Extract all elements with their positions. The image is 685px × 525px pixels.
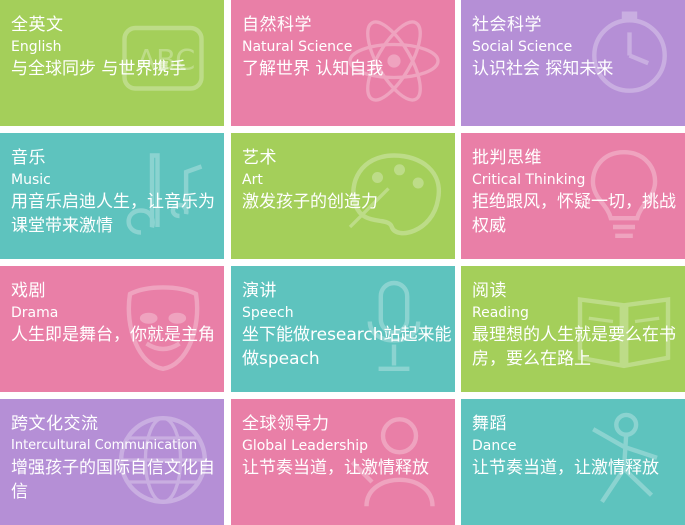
palette-icon [348,153,442,236]
tile-title-en: Music [11,172,51,188]
tile-desc: 了解世界 认知自我 [242,59,384,79]
tile-reading[interactable]: 阅读 Reading 最理想的人生就是要么在书房，要么在路上 [461,266,685,392]
tile-title-cn: 跨文化交流 [11,414,99,434]
tile-title-en: English [11,39,62,55]
tile-title-cn: 自然科学 [242,15,312,35]
tile-title-cn: 舞蹈 [472,414,507,434]
tile-title-en: Speech [242,305,294,321]
tile-title-en: Global Leadership [242,438,369,454]
tile-desc: 用音乐启迪人生，让音乐为课堂带来激情 [11,192,215,236]
tile-title-en: Dance [472,438,517,454]
dancer-icon [592,412,658,504]
tile-title-cn: 全球领导力 [242,414,330,434]
tile-title-cn: 社会科学 [472,15,542,35]
globe-icon [119,416,207,504]
tile-desc: 让节奏当道，让激情释放 [472,458,659,478]
tile-title-cn: 艺术 [242,148,277,168]
tile-title-cn: 戏剧 [11,281,46,301]
lightbulb-icon [590,149,658,238]
tile-desc: 认识社会 探知未来 [472,59,614,79]
book-icon [577,296,671,369]
microphone-icon [367,280,421,371]
tile-title-cn: 演讲 [242,281,277,301]
tile-dance[interactable]: 舞蹈 Dance 让节奏当道，让激情释放 [461,399,685,525]
tile-critical-thinking[interactable]: 批判思维 Critical Thinking 拒绝跟风，怀疑一切，挑战权威 [461,133,685,259]
tile-desc: 人生即是舞台，你就是主角 [11,325,215,345]
tile-drama[interactable]: 戏剧 Drama 人生即是舞台，你就是主角 [0,266,224,392]
tile-title-en: Natural Science [242,39,353,55]
abc-icon: ABC [122,25,204,91]
tile-desc: 增强孩子的国际自信文化自信 [11,458,215,502]
tile-title-cn: 全英文 [11,15,64,35]
tile-desc: 坐下能做research站起来能做speach [242,325,452,369]
tile-social-science[interactable]: 社会科学 Social Science 认识社会 探知未来 [461,0,685,126]
tile-title-cn: 批判思维 [472,148,542,168]
tile-title-cn: 阅读 [472,281,507,301]
svg-text:ABC: ABC [137,43,196,77]
tile-title-en: Intercultural Communication [11,438,198,453]
tile-desc: 最理想的人生就是要么在书房，要么在路上 [472,325,676,369]
tile-title-en: Drama [11,305,59,321]
leader-icon [350,417,435,507]
music-note-icon [126,153,203,235]
clock-icon [592,11,667,93]
tile-art[interactable]: 艺术 Art 激发孩子的创造力 [231,133,455,259]
tile-desc: 让节奏当道，让激情释放 [242,458,429,478]
tile-title-en: Reading [472,305,529,321]
tile-title-en: Critical Thinking [472,172,586,188]
tile-title-cn: 音乐 [11,148,46,168]
tile-intercultural[interactable]: 跨文化交流 Intercultural Communication 增强孩子的国… [0,399,224,525]
tile-music[interactable]: 音乐 Music 用音乐启迪人生，让音乐为课堂带来激情 [0,133,224,259]
tile-title-en: Social Science [472,39,573,55]
atom-icon [348,20,440,102]
tile-desc: 激发孩子的创造力 [242,192,378,212]
tile-english[interactable]: ABC 全英文 English 与全球同步 与世界携手 [0,0,224,126]
tile-desc: 拒绝跟风，怀疑一切，挑战权威 [472,192,676,236]
tile-title-en: Art [242,172,263,188]
mask-icon [126,285,200,372]
tile-speech[interactable]: 演讲 Speech 坐下能做research站起来能做speach [231,266,455,392]
tile-leadership[interactable]: 全球领导力 Global Leadership 让节奏当道，让激情释放 [231,399,455,525]
tile-desc: 与全球同步 与世界携手 [11,59,187,79]
tile-natural-science[interactable]: 自然科学 Natural Science 了解世界 认知自我 [231,0,455,126]
